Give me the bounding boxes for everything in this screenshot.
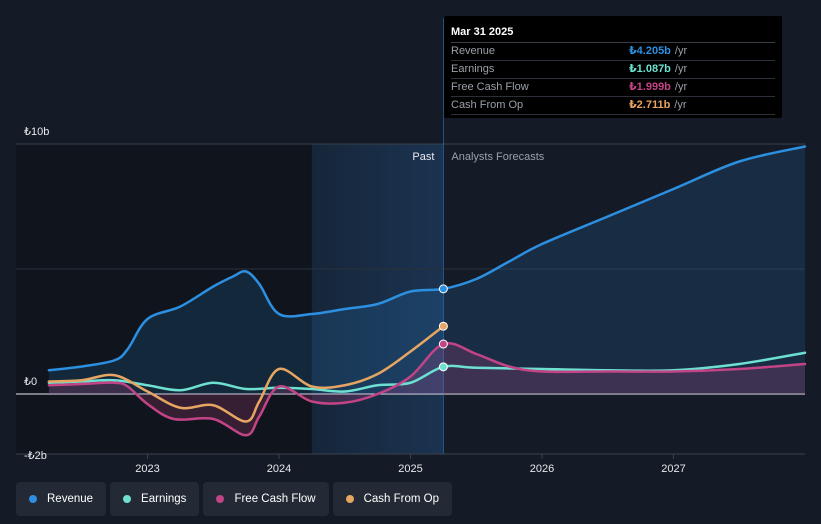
revenue-area bbox=[48, 146, 805, 394]
x-tick-label: 2026 bbox=[530, 463, 554, 475]
legend-label: Earnings bbox=[141, 493, 187, 505]
legend-item-earnings[interactable]: Earnings bbox=[110, 482, 200, 516]
tooltip-unit: /yr bbox=[674, 45, 688, 57]
tooltip-label: Free Cash Flow bbox=[451, 81, 529, 93]
y-tick-label: ₺10b bbox=[24, 126, 49, 138]
tooltip-label: Revenue bbox=[451, 45, 496, 57]
revenue-dot-icon bbox=[29, 495, 37, 503]
y-tick-label: -₺2b bbox=[24, 450, 47, 462]
revenue-line bbox=[47, 145, 807, 372]
legend-label: Free Cash Flow bbox=[234, 493, 316, 505]
tooltip-row-revenue: Revenue ₺4.205b /yr bbox=[451, 43, 775, 61]
tooltip-label: Earnings bbox=[451, 63, 495, 75]
x-tick-label: 2025 bbox=[398, 463, 422, 475]
tooltip-value: ₺1.999b bbox=[629, 81, 671, 93]
tooltip-row-earnings: Earnings ₺1.087b /yr bbox=[451, 61, 775, 79]
revenue-marker bbox=[438, 284, 448, 294]
tooltip-value: ₺2.711b bbox=[629, 99, 671, 111]
tooltip-row-free-cash-flow: Free Cash Flow ₺1.999b /yr bbox=[451, 79, 775, 97]
free-cash-flow-line bbox=[47, 341, 807, 437]
tooltip-value: ₺1.087b bbox=[629, 63, 671, 75]
x-tick-label: 2024 bbox=[267, 463, 291, 475]
past-label: Past bbox=[412, 151, 434, 163]
past-band bbox=[16, 144, 312, 454]
tooltip-unit: /yr bbox=[674, 99, 687, 111]
y-tick-label: ₺0 bbox=[24, 376, 37, 388]
forecast-label: Analysts Forecasts bbox=[451, 151, 544, 163]
chart-tooltip: Mar 31 2025 Revenue ₺4.205b /yr Earnings… bbox=[444, 16, 782, 118]
tooltip-label: Cash From Op bbox=[451, 99, 524, 111]
earnings-marker bbox=[438, 362, 448, 372]
legend-label: Cash From Op bbox=[363, 493, 440, 505]
legend-label: Revenue bbox=[47, 493, 94, 505]
tooltip-value: ₺4.205b bbox=[629, 45, 671, 57]
tooltip-date: Mar 31 2025 bbox=[451, 24, 775, 43]
tooltip-unit: /yr bbox=[674, 81, 688, 93]
free-cash-flow-dot-icon bbox=[216, 495, 225, 503]
tooltip-unit: /yr bbox=[674, 63, 688, 75]
legend-item-cash-from-op[interactable]: Cash From Op bbox=[332, 482, 453, 516]
x-tick-label: 2023 bbox=[135, 463, 159, 475]
chart: ₺10b ₺0 -₺2b 2023 2024 2025 2026 2027 Past Analys… bbox=[16, 18, 807, 475]
x-tick-label: 2027 bbox=[661, 463, 685, 475]
cash-from-op-marker bbox=[438, 321, 448, 331]
cash-from-op-line bbox=[47, 324, 445, 423]
cash-from-op-dot-icon bbox=[345, 495, 354, 503]
chart-legend: Revenue Earnings Free Cash Flow Cash Fro… bbox=[16, 482, 453, 516]
legend-item-free-cash-flow[interactable]: Free Cash Flow bbox=[203, 482, 329, 516]
tooltip-row-cash-from-op: Cash From Op ₺2.711b /yr bbox=[451, 97, 775, 115]
earnings-dot-icon bbox=[123, 495, 132, 503]
free-cash-flow-marker bbox=[438, 339, 448, 349]
free-cash-flow-area bbox=[48, 343, 805, 436]
legend-item-revenue[interactable]: Revenue bbox=[16, 482, 107, 516]
